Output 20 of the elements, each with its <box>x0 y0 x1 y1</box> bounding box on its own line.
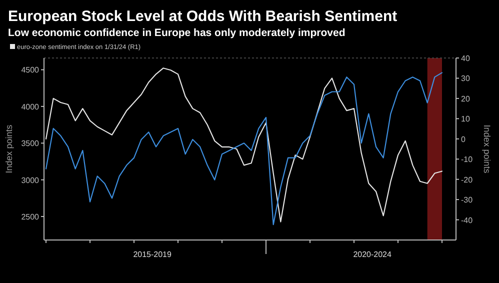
y2-tick-label: 10 <box>461 114 470 124</box>
y-tick-label: 4500 <box>21 66 40 75</box>
y2-tick-label: -20 <box>461 175 474 184</box>
y-tick-label: 3500 <box>21 139 40 148</box>
y2-tick-label: 40 <box>461 54 470 63</box>
text: 2020-2024 <box>353 250 392 259</box>
y-tick-label: 3000 <box>21 176 40 185</box>
y2-tick-label: -10 <box>461 155 474 164</box>
text: 2015-2019 <box>133 250 172 259</box>
y2-tick-label: 30 <box>461 74 470 84</box>
y2-axis-title: Index points <box>482 124 492 174</box>
y2-tick-label: -40 <box>461 216 474 225</box>
y-tick-label: 4000 <box>21 102 40 112</box>
y-axis-title: Index points <box>4 124 14 174</box>
y2-tick-label: -30 <box>461 196 474 205</box>
chart-title: European Stock Level at Odds With Bearish Sentiment <box>8 8 398 25</box>
y-tick-label: 2500 <box>21 212 40 222</box>
y2-tick-label: 20 <box>461 94 470 104</box>
y2-tick-label: 0 <box>461 134 466 144</box>
chart-subtitle: Low economic confidence in Europe has only moderately improved <box>8 27 346 39</box>
